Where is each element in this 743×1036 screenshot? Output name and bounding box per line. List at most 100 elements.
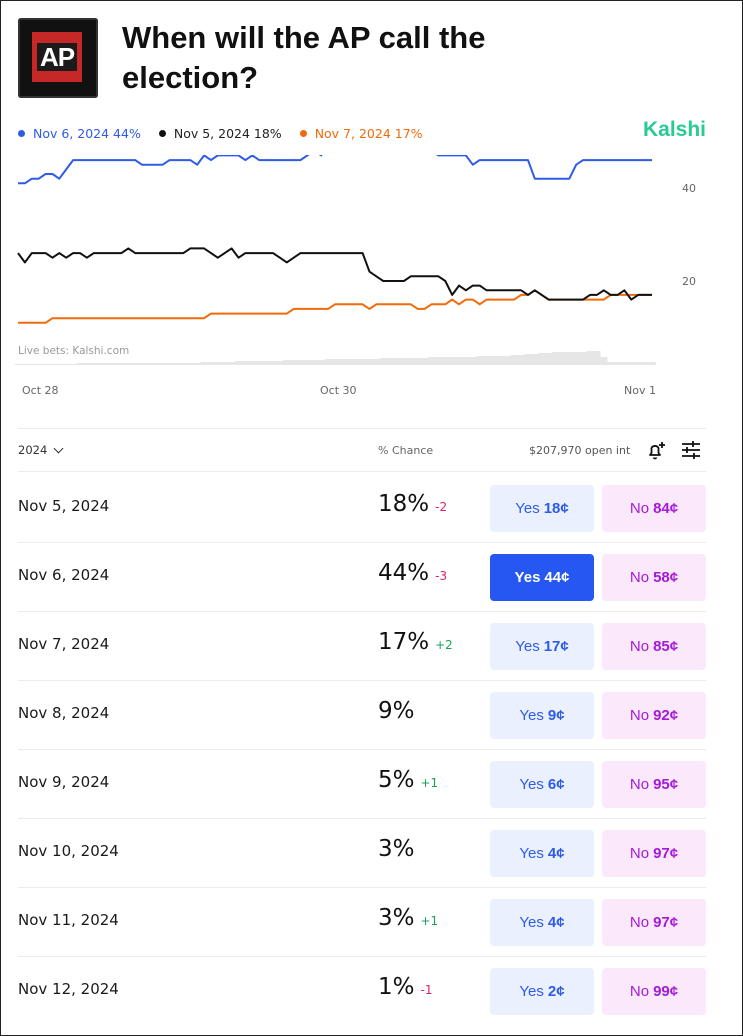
buy-no-button[interactable]: No 84¢ — [602, 485, 706, 532]
x-tick-label: Oct 28 — [22, 384, 59, 397]
buy-no-button[interactable]: No 99¢ — [602, 968, 706, 1015]
outcome-chance: 3% — [378, 836, 415, 862]
volume-bar — [69, 364, 77, 365]
buy-yes-button[interactable]: Yes 4¢ — [490, 899, 594, 946]
buy-yes-button[interactable]: Yes 4¢ — [490, 830, 594, 877]
chance-value: 3% — [378, 905, 415, 931]
volume-bar — [111, 363, 119, 365]
buy-no-button[interactable]: No 95¢ — [602, 761, 706, 808]
yes-price: 2¢ — [547, 983, 565, 1000]
outcome-label: Nov 7, 2024 — [18, 635, 110, 653]
sliders-icon[interactable] — [679, 438, 703, 462]
chance-change: +1 — [420, 776, 439, 790]
no-label: No — [629, 776, 650, 793]
chance-value: 3% — [378, 836, 415, 862]
yes-price: 6¢ — [547, 776, 565, 793]
buy-yes-button[interactable]: Yes 6¢ — [490, 761, 594, 808]
no-price: 85¢ — [653, 638, 679, 655]
volume-bar — [469, 357, 477, 365]
volume-bar — [421, 358, 429, 365]
volume-bar — [366, 359, 374, 365]
volume-bar — [90, 363, 98, 365]
volume-bar — [372, 359, 381, 365]
yes-price: 17¢ — [543, 638, 569, 655]
no-price: 99¢ — [653, 983, 679, 1000]
volume-bar — [524, 354, 532, 365]
legend-item[interactable]: Nov 7, 2024 17% — [299, 124, 423, 142]
chance-change: -2 — [435, 500, 448, 514]
volume-bar — [35, 364, 43, 365]
volume-bar — [572, 352, 580, 365]
volume-bar — [145, 363, 153, 365]
volume-bar — [117, 363, 126, 365]
legend-item[interactable]: Nov 6, 2024 44% — [18, 124, 141, 142]
legend-label: Nov 5, 2024 18% — [173, 125, 282, 141]
legend-item[interactable]: Nov 5, 2024 18% — [158, 124, 282, 142]
buy-no-button[interactable]: No 97¢ — [602, 830, 706, 877]
volume-bar — [490, 356, 498, 365]
yes-price: 44¢ — [544, 569, 570, 586]
outcome-row[interactable]: Nov 8, 2024 9% Yes 9¢ No 92¢ — [18, 680, 706, 749]
buy-no-button[interactable]: No 97¢ — [602, 899, 706, 946]
volume-bar — [104, 363, 112, 365]
volume-bar — [304, 360, 312, 365]
volume-bar — [310, 360, 319, 365]
legend-dot-icon — [158, 129, 166, 137]
outcome-row[interactable]: Nov 5, 2024 18% -2 Yes 18¢ No 84¢ — [18, 473, 706, 542]
volume-bar — [200, 362, 208, 365]
buy-yes-button[interactable]: Yes 17¢ — [490, 623, 594, 670]
volume-bar — [193, 363, 201, 365]
row-divider — [18, 956, 706, 957]
outcome-row[interactable]: Nov 7, 2024 17% +2 Yes 17¢ No 85¢ — [18, 611, 706, 680]
volume-bar — [579, 352, 587, 365]
series-line-nov-5-2024 — [17, 247, 652, 301]
outcome-row[interactable]: Nov 10, 2024 3% Yes 4¢ No 97¢ — [18, 818, 706, 887]
yes-price: 9¢ — [547, 707, 565, 724]
outcome-chance: 1% -1 — [378, 974, 432, 1000]
volume-bar — [538, 353, 546, 365]
yes-price: 4¢ — [547, 914, 565, 931]
year-filter[interactable]: 2024 — [18, 443, 64, 457]
volume-bar — [179, 363, 188, 365]
volume-bar — [648, 362, 656, 365]
volume-bar — [42, 364, 50, 365]
legend-dot-icon — [299, 129, 307, 137]
kalshi-brand[interactable]: Kalshi — [642, 118, 706, 141]
bell-plus-icon[interactable] — [644, 438, 668, 462]
outcome-row[interactable]: Nov 12, 2024 1% -1 Yes 2¢ No 99¢ — [18, 956, 706, 1025]
no-price: 97¢ — [653, 845, 679, 862]
buy-yes-button[interactable]: Yes 2¢ — [490, 968, 594, 1015]
outcome-row[interactable]: Nov 6, 2024 44% -3 Yes 44¢ No 58¢ — [18, 542, 706, 611]
outcome-chance: 18% -2 — [378, 491, 447, 517]
volume-bar — [614, 362, 622, 365]
buy-yes-button[interactable]: Yes 18¢ — [490, 485, 594, 532]
chance-column-header: % Chance — [378, 444, 434, 457]
outcome-row[interactable]: Nov 9, 2024 5% +1 Yes 6¢ No 95¢ — [18, 749, 706, 818]
buy-yes-button[interactable]: Yes 9¢ — [490, 692, 594, 739]
buy-yes-button[interactable]: Yes 44¢ — [490, 554, 594, 601]
chance-value: 1% — [378, 974, 415, 1000]
outcome-chance: 44% -3 — [378, 560, 447, 586]
open-interest: $207,970 open int — [529, 444, 631, 457]
volume-bar — [235, 361, 243, 365]
volume-bar — [496, 356, 505, 365]
volume-bar — [379, 358, 387, 365]
buy-no-button[interactable]: No 58¢ — [602, 554, 706, 601]
table-header: 2024 % Chance $207,970 open int — [18, 436, 706, 466]
chance-value: 44% — [378, 560, 430, 586]
buy-no-button[interactable]: No 92¢ — [602, 692, 706, 739]
series-line-nov-7-2024 — [18, 289, 652, 324]
volume-bar — [269, 361, 277, 365]
volume-bar — [28, 364, 36, 365]
page-title: When will the AP call the election? — [122, 20, 486, 95]
volume-bar — [248, 361, 257, 365]
volume-bar — [255, 361, 263, 365]
volume-bar — [545, 353, 553, 365]
volume-bar — [276, 361, 284, 365]
buy-no-button[interactable]: No 85¢ — [602, 623, 706, 670]
legend-label: Nov 7, 2024 17% — [314, 125, 423, 141]
chance-value: 9% — [378, 698, 415, 724]
outcome-label: Nov 10, 2024 — [18, 842, 119, 860]
outcome-row[interactable]: Nov 11, 2024 3% +1 Yes 4¢ No 97¢ — [18, 887, 706, 956]
yes-label: Yes — [515, 638, 540, 655]
